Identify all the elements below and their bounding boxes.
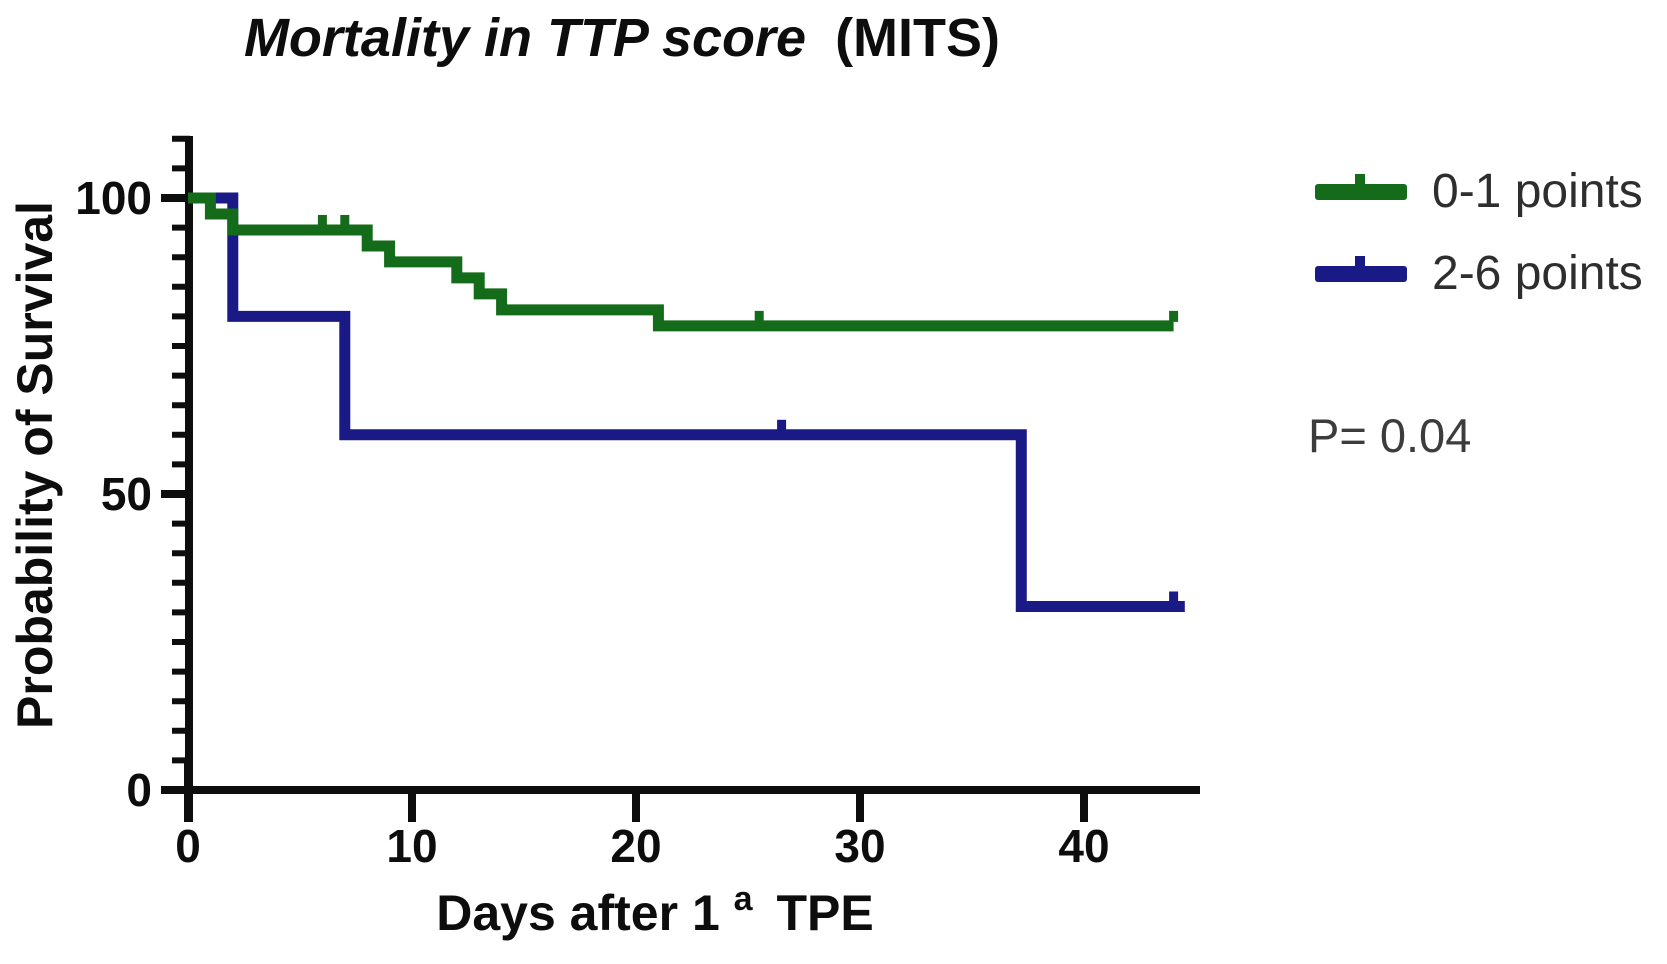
- legend-item-2-6-points: 2-6 points: [1315, 247, 1643, 300]
- x-axis-ticks: [184, 762, 1088, 822]
- y-tick-label: 50: [101, 468, 152, 520]
- legend: 0-1 points 2-6 points: [1315, 165, 1643, 300]
- x-tick-label: 10: [386, 820, 437, 872]
- x-tick-label: 20: [610, 820, 661, 872]
- x-axis-title-superscript: a: [734, 880, 754, 918]
- survival-curves: [188, 192, 1185, 612]
- chart-title: Mortality in TTP score (MITS): [244, 8, 1000, 68]
- x-axis-title: Days after 1 a TPE: [436, 865, 873, 941]
- legend-item-0-1-points: 0-1 points: [1315, 165, 1643, 218]
- y-axis-tick-labels: 0 50 100: [75, 172, 152, 816]
- y-axis-title: Probability of Survival: [7, 201, 63, 729]
- x-tick-label: 0: [175, 820, 201, 872]
- x-axis-title-rest: TPE: [776, 885, 873, 941]
- x-tick-label: 40: [1058, 820, 1109, 872]
- x-tick-label: 30: [834, 820, 885, 872]
- legend-swatch-0-1-points: [1315, 184, 1407, 200]
- y-tick-label: 100: [75, 172, 152, 224]
- survival-curve-2-6-points: [188, 192, 1185, 612]
- legend-swatch-censor-tick-2-6: [1355, 256, 1365, 268]
- legend-swatch-censor-tick-0-1: [1355, 174, 1365, 186]
- survival-curve-0-1-points: [188, 192, 1174, 332]
- legend-label-2-6-points: 2-6 points: [1432, 247, 1643, 300]
- x-axis-tick-labels: 0 10 20 30 40: [175, 820, 1109, 872]
- chart-title-italic-part: Mortality in TTP score: [244, 8, 806, 68]
- y-tick-label: 0: [126, 764, 152, 816]
- axes: [163, 136, 1200, 822]
- p-value-annotation: P= 0.04: [1308, 409, 1471, 462]
- chart-title-regular-part: (MITS): [835, 8, 1000, 68]
- legend-swatch-2-6-points: [1315, 266, 1407, 282]
- legend-label-0-1-points: 0-1 points: [1432, 165, 1643, 218]
- x-axis-title-main: Days after 1: [436, 885, 720, 941]
